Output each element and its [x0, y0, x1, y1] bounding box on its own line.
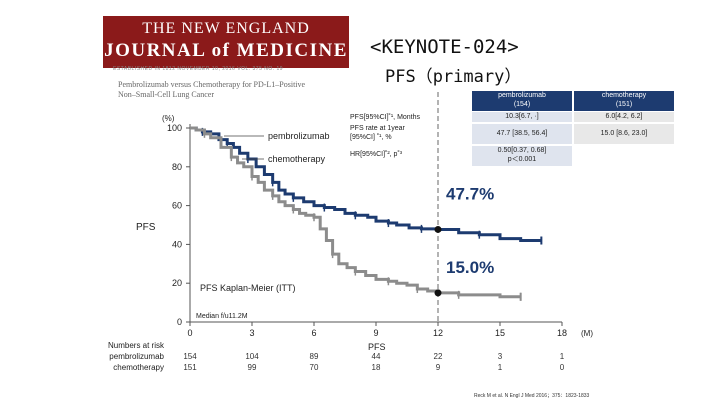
- stats-header-chemotherapy: chemotherapy (151): [574, 91, 674, 111]
- y-unit-label: (%): [162, 114, 175, 123]
- chart-curves: [190, 126, 543, 301]
- slide-subtitle: PFS（primary）: [385, 67, 522, 87]
- stats-row-rate-pembrolizumab: 47.7 [38.5, 56.4]: [472, 124, 572, 144]
- stats-header-pembrolizumab-name: pembrolizumab: [498, 92, 546, 99]
- chart-title: PFS Kaplan-Meier (ITT): [200, 283, 296, 293]
- stats-row-rate-label-line1: PFS rate at 1year: [350, 125, 405, 132]
- x-axis-label: PFS: [368, 342, 386, 352]
- risk-table-title: Numbers at risk: [108, 341, 165, 350]
- slide-title: <KEYNOTE-024>: [370, 36, 519, 58]
- stats-row-hr-value: 0.50[0.37, 0.68] p＜0.001: [472, 146, 572, 166]
- x-tick-label-6: 6: [311, 328, 316, 338]
- chart-marks: 47.7% 15.0%: [434, 184, 494, 297]
- risk-count-chemotherapy-0: 151: [183, 363, 197, 372]
- stats-row-hr-label: HR[95%CI]˚², p˚³: [350, 150, 470, 160]
- annotation-1: 15.0%: [446, 258, 494, 277]
- y-tick-label-0: 0: [177, 317, 182, 327]
- risk-count-chemotherapy-15: 1: [498, 363, 503, 372]
- risk-row-label-chemotherapy: chemotherapy: [113, 363, 164, 372]
- x-tick-label-0: 0: [187, 328, 192, 338]
- x-tick-label-12: 12: [433, 328, 443, 338]
- stats-row-median-chemotherapy: 6.0[4.2, 6.2]: [574, 112, 674, 122]
- stats-row-rate-chemotherapy: 15.0 [8.6, 23.0]: [574, 124, 674, 144]
- risk-count-pembrolizumab-18: 1: [560, 352, 565, 361]
- journal-name-line2: JOURNAL of MEDICINE: [104, 40, 348, 61]
- stats-row-hr-value-p: p＜0.001: [507, 156, 537, 163]
- risk-count-chemotherapy-9: 18: [372, 363, 381, 372]
- risk-count-chemotherapy-3: 99: [248, 363, 257, 372]
- stats-header-pembrolizumab-n: (154): [513, 101, 531, 108]
- paper-title-line1: Pembrolizumab versus Chemotherapy for PD…: [118, 80, 306, 89]
- landmark-point-1: [434, 289, 442, 297]
- risk-row-label-pembrolizumab: pembrolizumab: [109, 352, 164, 361]
- stats-header-pembrolizumab: pembrolizumab (154): [472, 91, 572, 111]
- risk-count-pembrolizumab-12: 22: [434, 352, 443, 361]
- risk-count-chemotherapy-12: 9: [436, 363, 441, 372]
- series-label-pembrolizumab: pembrolizumab: [268, 131, 330, 141]
- landmark-point-0: [434, 225, 442, 233]
- risk-count-chemotherapy-18: 0: [560, 363, 565, 372]
- median-followup-label: Median f/u11.2M: [196, 313, 248, 320]
- stats-row-median-label: PFS[95%CI]˚¹, Months: [350, 113, 470, 123]
- annotation-0: 47.7%: [446, 184, 494, 203]
- risk-count-pembrolizumab-3: 104: [245, 352, 259, 361]
- y-tick-label-40: 40: [172, 239, 182, 249]
- x-tick-label-15: 15: [495, 328, 505, 338]
- y-tick-label-80: 80: [172, 162, 182, 172]
- curve-pembrolizumab: [190, 126, 542, 243]
- journal-logo: THE NEW ENGLAND JOURNAL of MEDICINE: [103, 16, 349, 68]
- citation: Reck M et al. N Engl J Med 2016；375：1823…: [474, 393, 590, 399]
- stats-row-rate-label: PFS rate at 1year [95%CI] ˚¹, %: [350, 124, 470, 144]
- x-tick-label-3: 3: [249, 328, 254, 338]
- x-tick-label-9: 9: [373, 328, 378, 338]
- risk-count-pembrolizumab-15: 3: [498, 352, 503, 361]
- x-unit-label: (M): [581, 329, 593, 338]
- risk-table: Numbers at risk pembrolizumab 154 104 89 44 22…: [108, 341, 565, 372]
- y-tick-label-20: 20: [172, 278, 182, 288]
- paper-title-line2: Non–Small-Cell Lung Cancer: [118, 90, 214, 99]
- stats-header-chemotherapy-name: chemotherapy: [601, 92, 647, 99]
- y-tick-label-100: 100: [167, 123, 182, 133]
- stats-row-median-pembrolizumab: 10.3[6.7, ·]: [472, 112, 572, 122]
- risk-count-chemotherapy-6: 70: [310, 363, 319, 372]
- stats-table: pembrolizumab (154) chemotherapy (151) P…: [350, 91, 720, 173]
- x-tick-label-18: 18: [557, 328, 567, 338]
- stats-header-chemotherapy-n: (151): [615, 101, 633, 108]
- y-tick-label-60: 60: [172, 201, 182, 211]
- series-label-chemotherapy: chemotherapy: [268, 154, 326, 164]
- risk-count-pembrolizumab-6: 89: [310, 352, 319, 361]
- y-axis-label: PFS: [136, 222, 156, 233]
- paper-title: Pembrolizumab versus Chemotherapy for PD…: [118, 80, 305, 100]
- risk-count-pembrolizumab-0: 154: [183, 352, 197, 361]
- journal-name-line1: THE NEW ENGLAND: [142, 20, 310, 37]
- risk-count-pembrolizumab-9: 44: [372, 352, 381, 361]
- stats-row-hr-value-ci: 0.50[0.37, 0.68]: [497, 147, 547, 154]
- journal-meta: ESTABLISHED IN 1812 NOVEMBER 10, 2016 VO…: [113, 66, 284, 72]
- chart-axes: 0 20 40 60 80 100 0 3 6 9 12 15 18: [167, 123, 567, 338]
- stats-row-rate-label-line2: [95%CI] ˚¹, %: [350, 134, 392, 141]
